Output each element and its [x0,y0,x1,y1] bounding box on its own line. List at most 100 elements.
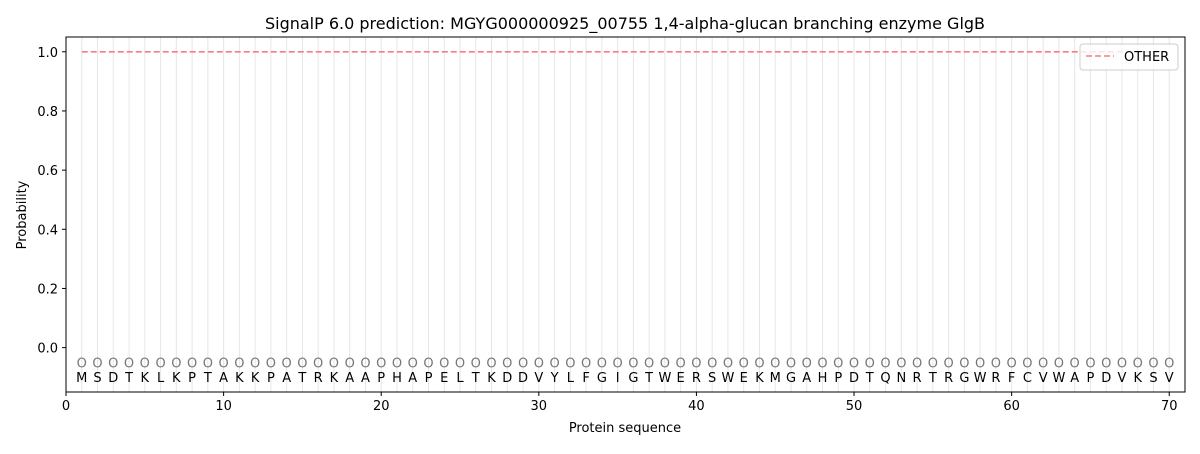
predicted-label-mark: O [203,356,213,371]
predicted-label-mark: O [975,356,985,371]
predicted-label-mark: O [691,356,701,371]
residue-label: K [487,371,496,386]
legend: OTHER [1079,43,1179,71]
residue-label: T [297,371,306,386]
predicted-label-mark: O [959,356,969,371]
predicted-label-mark: O [455,356,465,371]
residue-label: G [597,371,607,386]
residue-label: Y [550,371,559,386]
residue-label: T [203,371,212,386]
y-tick-label: 0.4 [37,223,58,238]
predicted-label-mark: O [1101,356,1111,371]
predicted-label-mark: O [928,356,938,371]
predicted-label-mark: O [817,356,827,371]
residue-label: W [974,371,987,386]
predicted-label-mark: O [1085,356,1095,371]
residue-label: F [1008,371,1015,386]
residue-label: V [1165,371,1174,386]
predicted-label-mark: O [565,356,575,371]
x-tick-label: 10 [215,399,232,414]
predicted-label-mark: O [329,356,339,371]
predicted-label-mark: O [392,356,402,371]
residue-label: T [644,371,653,386]
residue-label: R [692,371,701,386]
predicted-label-mark: O [77,356,87,371]
y-tick-label: 0.0 [37,342,58,357]
predicted-label-mark: O [282,356,292,371]
predicted-label-mark: O [865,356,875,371]
predicted-label-mark: O [234,356,244,371]
predicted-label-mark: O [833,356,843,371]
legend-label-other: OTHER [1124,50,1169,65]
predicted-label-mark: O [597,356,607,371]
residue-label: N [896,371,906,386]
residue-label: A [219,371,228,386]
predicted-label-mark: O [613,356,623,371]
x-tick-label: 60 [1003,399,1020,414]
residue-label: H [392,371,402,386]
residue-label: P [377,371,385,386]
residue-label: G [959,371,969,386]
residue-label: L [567,371,575,386]
residue-label: D [518,371,528,386]
residue-label: K [141,371,150,386]
residue-label: E [440,371,448,386]
predicted-label-mark: O [660,356,670,371]
residue-label: D [1101,371,1111,386]
x-tick-label: 70 [1161,399,1178,414]
residue-label: K [330,371,339,386]
residue-label: W [722,371,735,386]
predicted-label-mark: O [628,356,638,371]
predicted-label-mark: O [943,356,953,371]
x-axis-label: Protein sequence [569,421,681,436]
chart-title: SignalP 6.0 prediction: MGYG000000925_00… [265,14,985,34]
predicted-label-mark: O [266,356,276,371]
predicted-label-mark: O [155,356,165,371]
residue-label: K [251,371,260,386]
residue-label: K [1133,371,1142,386]
residue-label: K [235,371,244,386]
residue-label: C [1023,371,1032,386]
predicted-label-mark: O [171,356,181,371]
residue-label: G [628,371,638,386]
residue-label: L [157,371,165,386]
predicted-label-mark: O [1133,356,1143,371]
residue-label: R [944,371,953,386]
residue-label: R [314,371,323,386]
predicted-label-mark: O [187,356,197,371]
residue-label: V [1039,371,1048,386]
residue-label: W [1052,371,1065,386]
residue-label: F [582,371,589,386]
residue-label: D [502,371,512,386]
predicted-label-mark: O [896,356,906,371]
residue-label: K [172,371,181,386]
predicted-label-mark: O [140,356,150,371]
predicted-label-mark: O [802,356,812,371]
residue-label: I [616,371,620,386]
predicted-label-mark: O [124,356,134,371]
predicted-label-mark: O [1054,356,1064,371]
residue-label: M [770,371,781,386]
predicted-label-mark: O [581,356,591,371]
predicted-label-mark: O [1007,356,1017,371]
predicted-label-mark: O [108,356,118,371]
predicted-label-mark: O [92,356,102,371]
predicted-label-mark: O [549,356,559,371]
residue-label: G [786,371,796,386]
predicted-label-mark: O [676,356,686,371]
predicted-label-mark: O [439,356,449,371]
residue-label: D [849,371,859,386]
residue-label: A [361,371,370,386]
residue-label: S [1149,371,1157,386]
predicted-label-mark: O [408,356,418,371]
predicted-label-mark: O [471,356,481,371]
predicted-label-mark: O [486,356,496,371]
predicted-label-mark: O [534,356,544,371]
residue-label: L [456,371,464,386]
residue-label: T [865,371,874,386]
residue-label: S [708,371,716,386]
predicted-label-mark: O [1164,356,1174,371]
residue-label: V [534,371,543,386]
residue-label: M [76,371,87,386]
